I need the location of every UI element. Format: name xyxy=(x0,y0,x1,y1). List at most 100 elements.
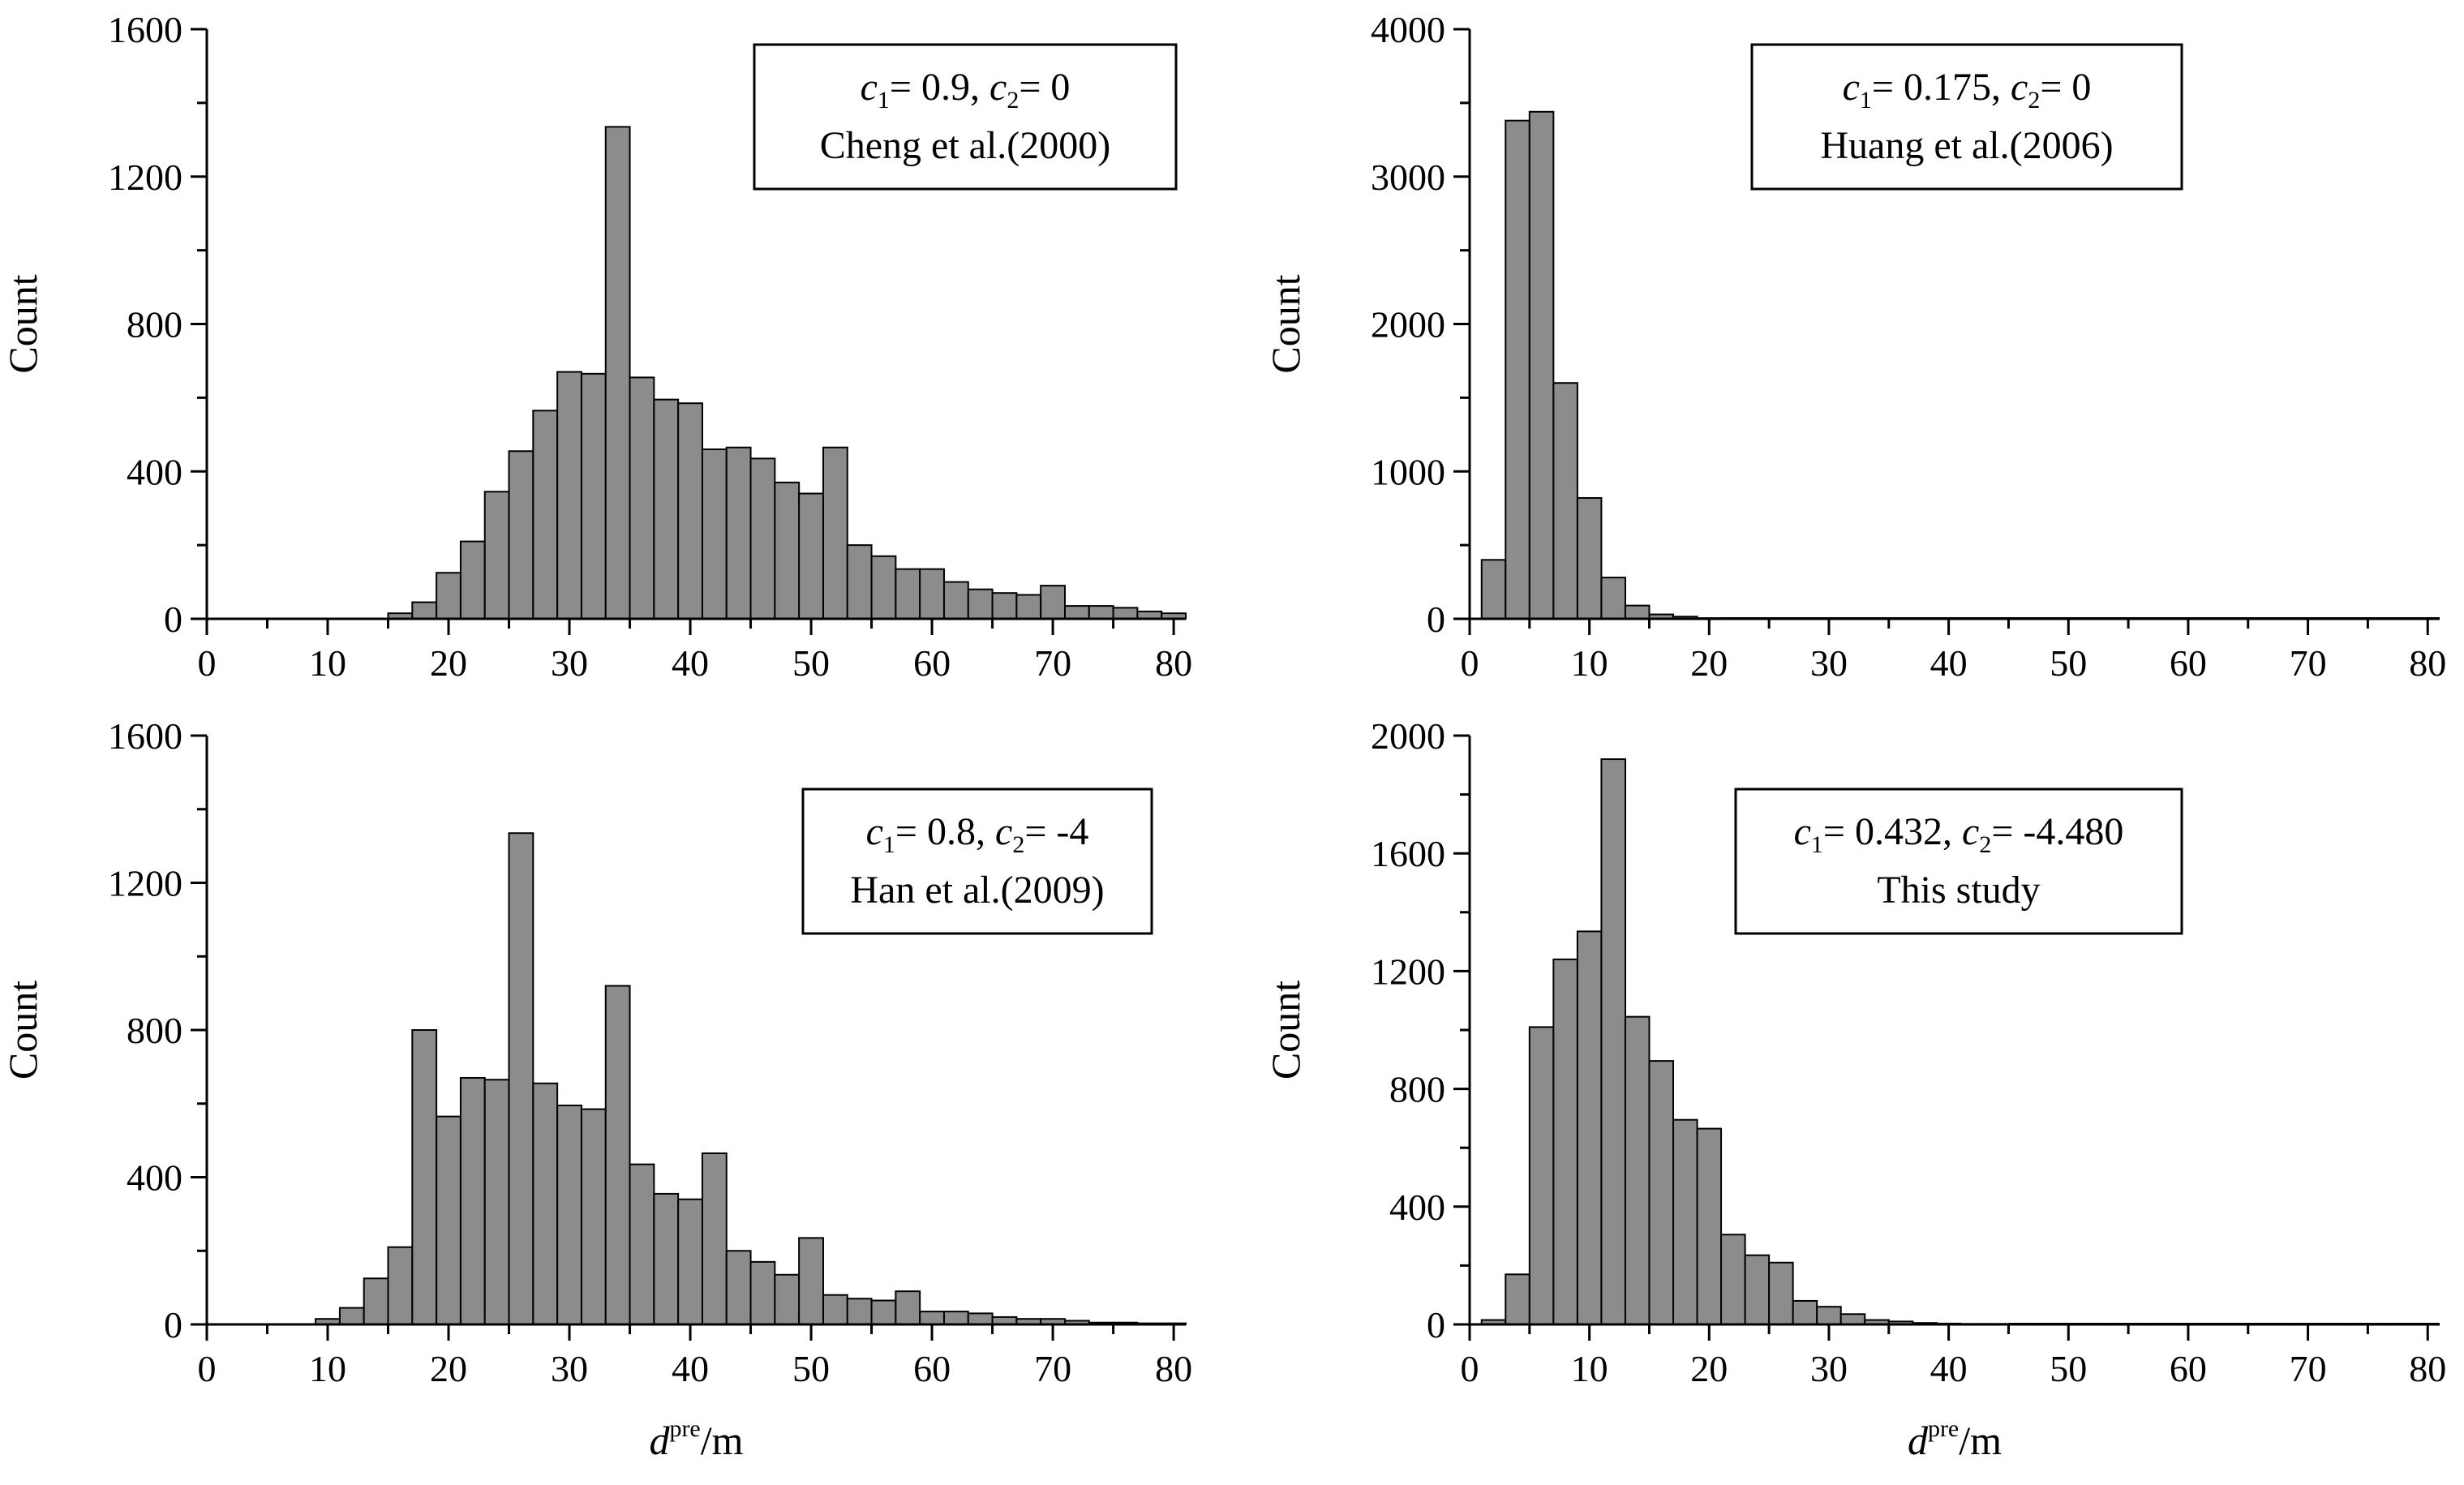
legend-params: c1= 0.432, c2= -4.480 xyxy=(1794,810,2124,858)
y-tick-label: 4000 xyxy=(1371,9,1445,50)
x-tick-label: 50 xyxy=(792,642,830,684)
bar xyxy=(967,588,994,620)
x-tick-label: 10 xyxy=(1571,1348,1608,1389)
legend-params: c1= 0.9, c2= 0 xyxy=(861,66,1071,114)
y-tick-label: 1200 xyxy=(1371,951,1445,992)
bar xyxy=(1480,559,1507,620)
bars xyxy=(1480,758,2440,1326)
x-axis-title-unit: /m xyxy=(701,1418,744,1463)
bar xyxy=(942,1311,969,1326)
y-tick-label: 800 xyxy=(127,1010,182,1051)
legend: c1= 0.8, c2= -4 Han et al.(2009) xyxy=(801,788,1153,935)
x-tick-label: 70 xyxy=(1034,642,1071,684)
x-tick-label: 30 xyxy=(551,1348,588,1389)
bar xyxy=(604,985,631,1326)
y-tick-label: 2000 xyxy=(1371,715,1445,757)
bar xyxy=(1624,604,1651,620)
y-axis-title: Count xyxy=(0,981,45,1079)
x-tick-label: 20 xyxy=(430,642,467,684)
bar xyxy=(532,1082,559,1325)
x-axis-title-sup: pre xyxy=(1928,1415,1959,1442)
x-tick-label: 80 xyxy=(1155,642,1192,684)
x-axis-title-var: d xyxy=(649,1418,670,1463)
x-tick-label: 60 xyxy=(2170,1348,2207,1389)
bar xyxy=(1576,930,1603,1326)
bar xyxy=(701,1152,728,1325)
legend: c1= 0.432, c2= -4.480 This study xyxy=(1734,788,2183,935)
legend-box xyxy=(753,43,1178,191)
bar xyxy=(846,544,873,620)
x-tick-label: 40 xyxy=(672,642,709,684)
x-tick-label: 80 xyxy=(1155,1348,1192,1389)
y-tick-label: 0 xyxy=(1427,599,1445,640)
y-axis-title: Count xyxy=(0,274,45,373)
bar xyxy=(822,446,848,620)
bar xyxy=(1744,1254,1771,1325)
histogram-panel-top-left: 0 10 20 30 40 50 60 70 80040080012001600Countc1=… xyxy=(0,9,1192,684)
bar xyxy=(677,402,703,620)
bar xyxy=(1600,577,1626,620)
y-tick-label: 0 xyxy=(164,599,182,640)
bar xyxy=(436,1115,461,1325)
y-tick-label: 0 xyxy=(1427,1304,1445,1346)
bar xyxy=(895,1290,921,1325)
bar xyxy=(459,1076,486,1326)
x-tick-label: 40 xyxy=(1930,1348,1968,1389)
bar xyxy=(1816,1306,1842,1325)
x-tick-label: 30 xyxy=(1810,642,1848,684)
bar xyxy=(483,1079,510,1325)
bar xyxy=(1088,605,1114,620)
x-axis-title-sup: pre xyxy=(669,1415,700,1442)
legend: c1= 0.175, c2= 0 Huang et al.(2006) xyxy=(1750,43,2183,191)
bar xyxy=(798,1237,824,1326)
x-tick-label: 20 xyxy=(430,1348,467,1389)
bar xyxy=(556,1105,582,1326)
bar xyxy=(1063,605,1090,620)
x-tick-label: 60 xyxy=(2170,642,2207,684)
bar xyxy=(1505,119,1530,620)
bar xyxy=(822,1294,848,1325)
x-tick-label: 80 xyxy=(2409,642,2446,684)
x-tick-label: 40 xyxy=(1930,642,1968,684)
bar xyxy=(774,1273,801,1326)
bar xyxy=(846,1298,873,1326)
bar xyxy=(749,457,776,620)
bar xyxy=(1839,1313,1866,1326)
bar xyxy=(1792,1299,1818,1325)
y-tick-label: 1200 xyxy=(108,157,182,198)
bar xyxy=(1552,958,1578,1325)
bar xyxy=(870,1299,897,1325)
bar xyxy=(1648,1060,1675,1325)
x-tick-label: 60 xyxy=(913,642,951,684)
x-tick-label: 70 xyxy=(2290,642,2327,684)
x-tick-label: 0 xyxy=(1461,1348,1479,1389)
bar xyxy=(749,1260,776,1326)
x-tick-label: 10 xyxy=(309,1348,346,1389)
bar xyxy=(580,372,607,620)
x-tick-label: 60 xyxy=(913,1348,951,1389)
x-tick-label: 70 xyxy=(1034,1348,1071,1389)
y-tick-label: 1600 xyxy=(108,715,182,757)
bar xyxy=(436,572,461,620)
x-axis-title: dpre/m xyxy=(649,1415,743,1463)
bar xyxy=(411,1029,438,1325)
histogram-panel-bottom-right: 0 10 20 30 40 50 60 70 800400800120016002000Coun… xyxy=(1263,715,2446,1463)
bars xyxy=(315,832,1187,1326)
y-tick-label: 800 xyxy=(127,304,182,345)
bar xyxy=(701,448,728,620)
bars xyxy=(1480,110,2440,620)
x-tick-label: 50 xyxy=(2050,1348,2087,1389)
bar xyxy=(508,832,534,1325)
bar xyxy=(870,555,897,620)
bar xyxy=(725,1250,752,1325)
bar xyxy=(653,1192,680,1325)
bar xyxy=(1040,585,1066,620)
bar xyxy=(919,1311,945,1326)
bar xyxy=(942,581,969,620)
bar xyxy=(411,601,438,620)
y-axis-title: Count xyxy=(1263,274,1308,373)
bar xyxy=(629,376,655,620)
bar xyxy=(798,492,824,620)
bar xyxy=(1505,1273,1530,1326)
bar xyxy=(1672,1118,1698,1325)
